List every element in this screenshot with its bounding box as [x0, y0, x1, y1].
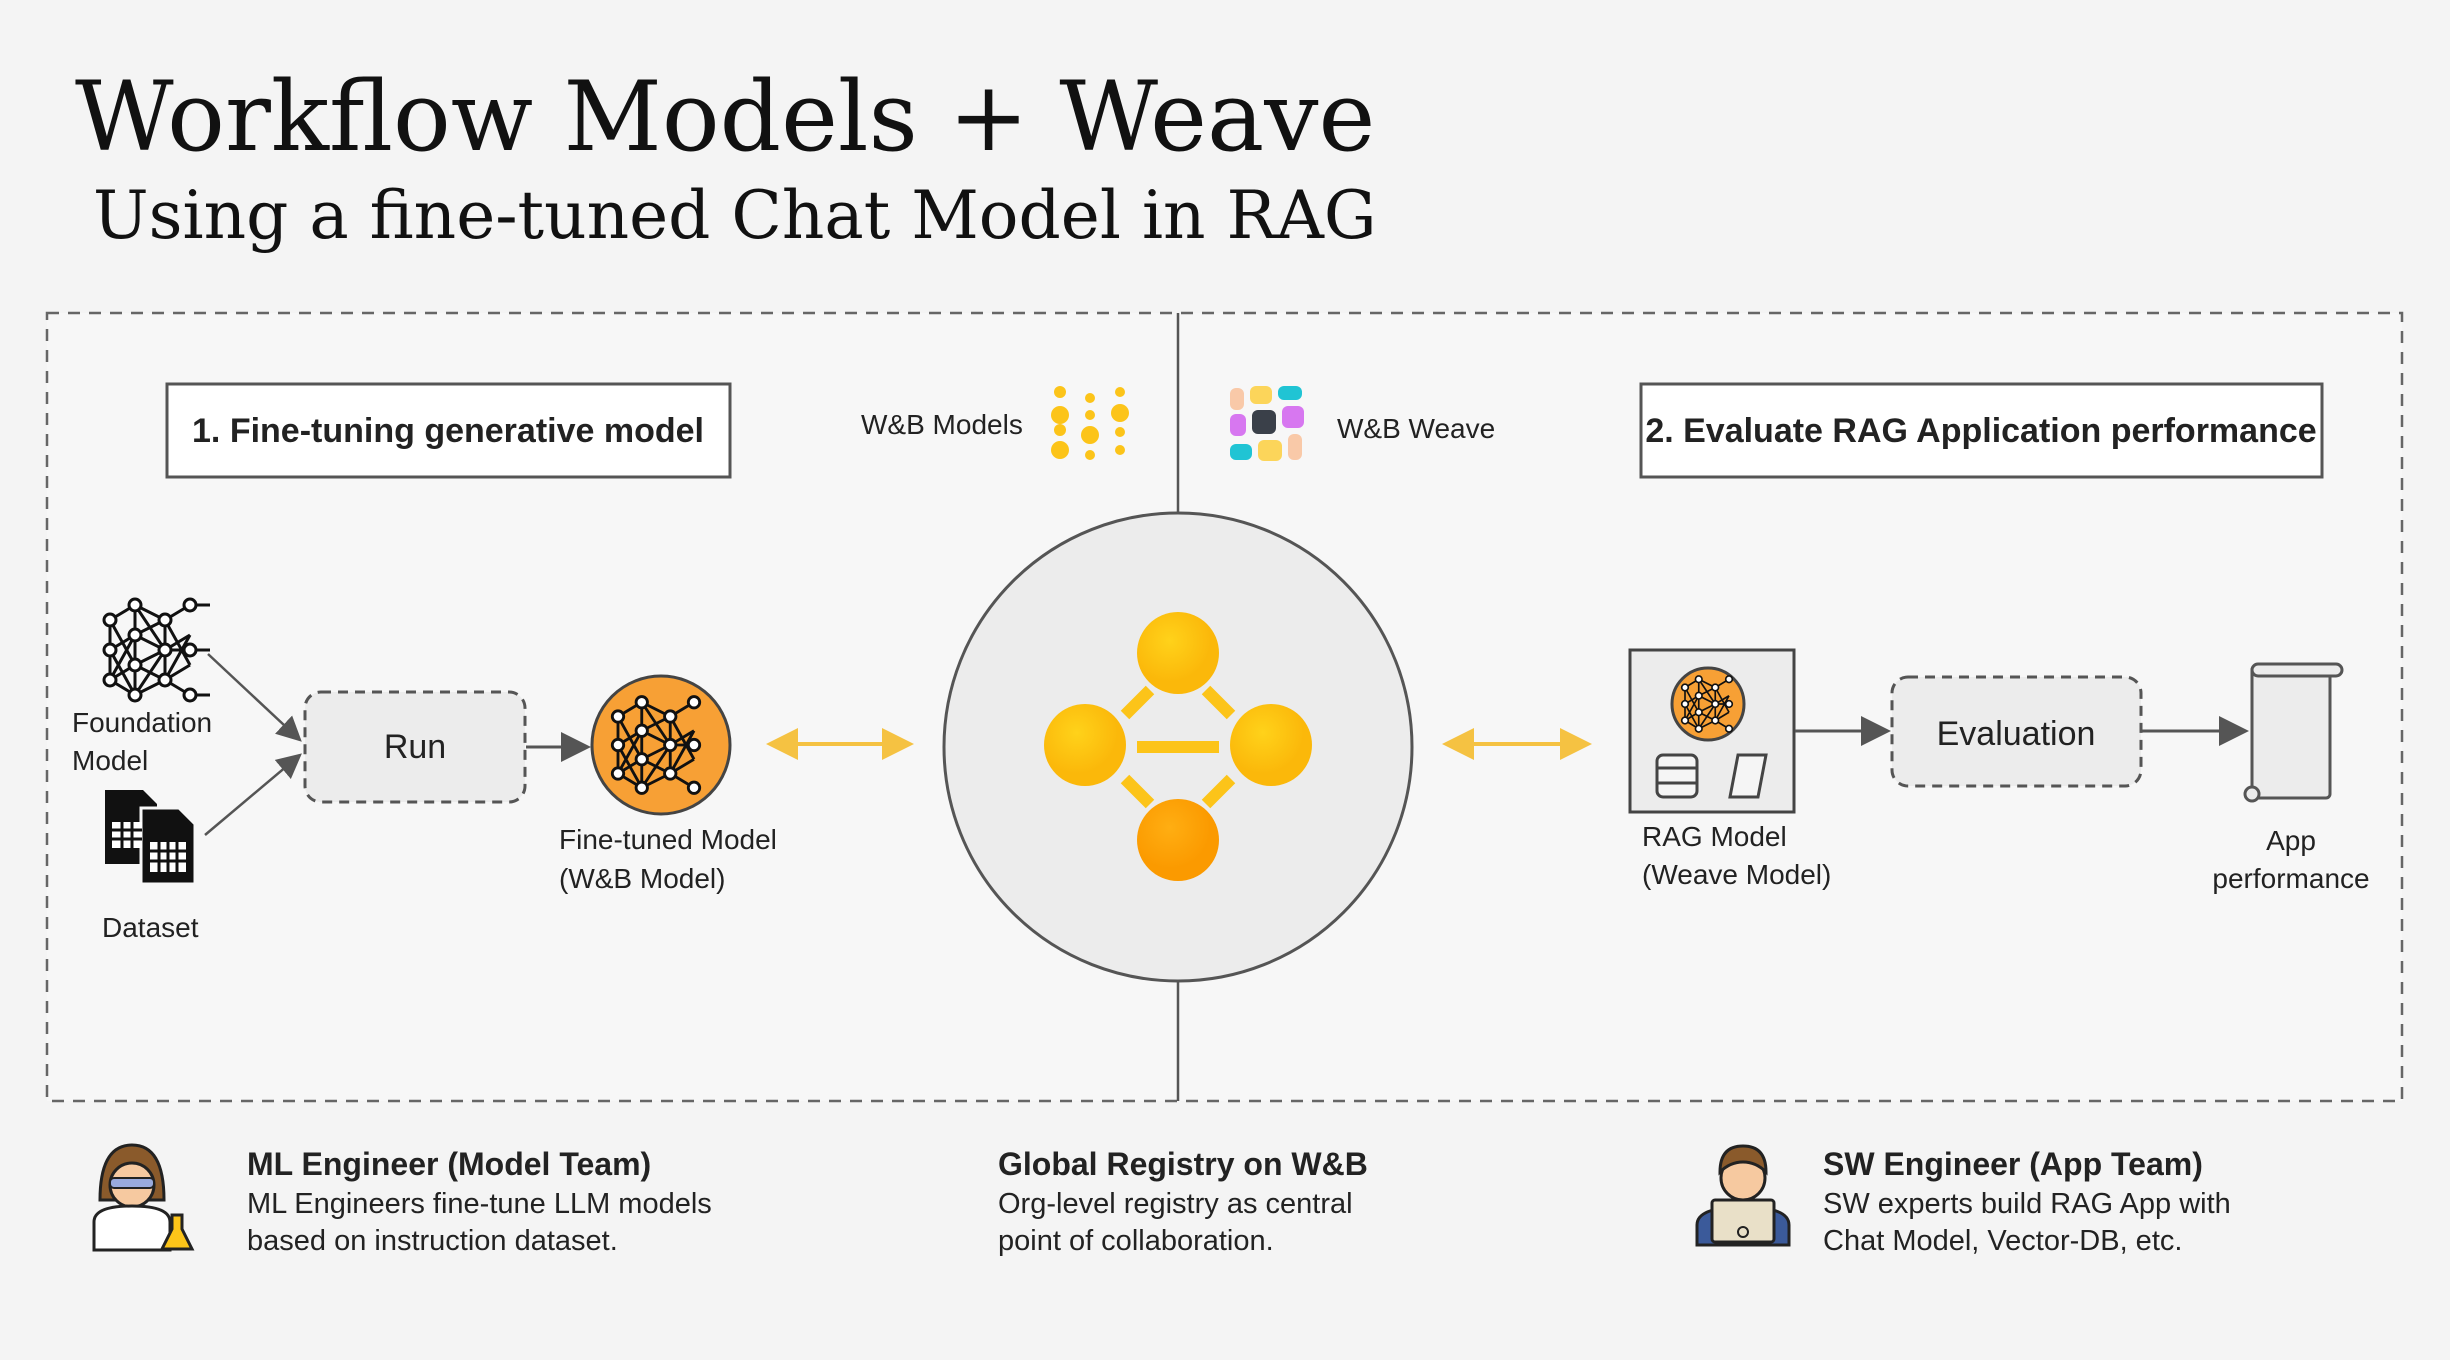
- ml-engineer-title: ML Engineer (Model Team): [247, 1146, 651, 1182]
- dataset-spreadsheet-icon: [105, 790, 197, 886]
- ml-engineer-desc-2: based on instruction dataset.: [247, 1225, 618, 1257]
- app-performance-label-1: App: [2266, 825, 2316, 856]
- section-2-heading: 2. Evaluate RAG Application performance: [1645, 412, 2316, 450]
- fine-tuned-label-1: Fine-tuned Model: [559, 824, 777, 855]
- run-box[interactable]: [303, 690, 527, 804]
- sw-engineer-desc-2: Chat Model, Vector-DB, etc.: [1823, 1225, 2182, 1257]
- evaluation-label: Evaluation: [1937, 715, 2096, 753]
- rag-model-label-1: RAG Model: [1642, 821, 1787, 852]
- rag-model-label-2: (Weave Model): [1642, 859, 1831, 890]
- section-1-heading-box: [165, 382, 732, 479]
- run-label: Run: [384, 728, 446, 766]
- registry-desc-1: Org-level registry as central: [998, 1188, 1353, 1220]
- fine-tuned-label-2: (W&B Model): [559, 863, 725, 894]
- dataset-to-run-arrow: [204, 753, 302, 836]
- wb-weave-label: W&B Weave: [1337, 413, 1495, 444]
- scroll-report-icon: [2243, 662, 2344, 803]
- sw-engineer-avatar-icon: [1695, 1144, 1791, 1247]
- section-1-heading: 1. Fine-tuning generative model: [192, 412, 704, 450]
- document-icon: [1728, 753, 1768, 799]
- ml-engineer-desc-1: ML Engineers fine-tune LLM models: [247, 1188, 712, 1220]
- app-performance-label-2: performance: [2212, 863, 2369, 894]
- rag-llm-icon: [1670, 666, 1746, 742]
- foundation-to-run-arrow: [207, 653, 302, 742]
- vector-db-icon: [1655, 753, 1699, 799]
- ml-engineer-avatar-icon: [92, 1143, 195, 1252]
- sw-engineer-desc-1: SW experts build RAG App with: [1823, 1188, 2231, 1220]
- foundation-model-label-2: Model: [72, 745, 148, 776]
- wb-models-logo-icon: [1051, 386, 1129, 460]
- registry-desc-2: point of collaboration.: [998, 1225, 1274, 1257]
- neural-network-icon: [102, 597, 210, 703]
- foundation-model-label-1: Foundation: [72, 707, 212, 738]
- sw-engineer-title: SW Engineer (App Team): [1823, 1146, 2203, 1182]
- registry-logo-icon: [1044, 612, 1312, 881]
- wb-models-label: W&B Models: [861, 409, 1023, 440]
- wb-weave-logo-icon: [1230, 386, 1304, 461]
- page-subtitle: Using a fine-tuned Chat Model in RAG: [93, 177, 1377, 254]
- evaluation-box[interactable]: [1890, 675, 2143, 788]
- page-title: Workflow Models + Weave: [75, 61, 1375, 173]
- section-2-heading-box: [1639, 382, 2324, 479]
- dataset-label: Dataset: [102, 912, 199, 943]
- registry-title: Global Registry on W&B: [998, 1146, 1368, 1182]
